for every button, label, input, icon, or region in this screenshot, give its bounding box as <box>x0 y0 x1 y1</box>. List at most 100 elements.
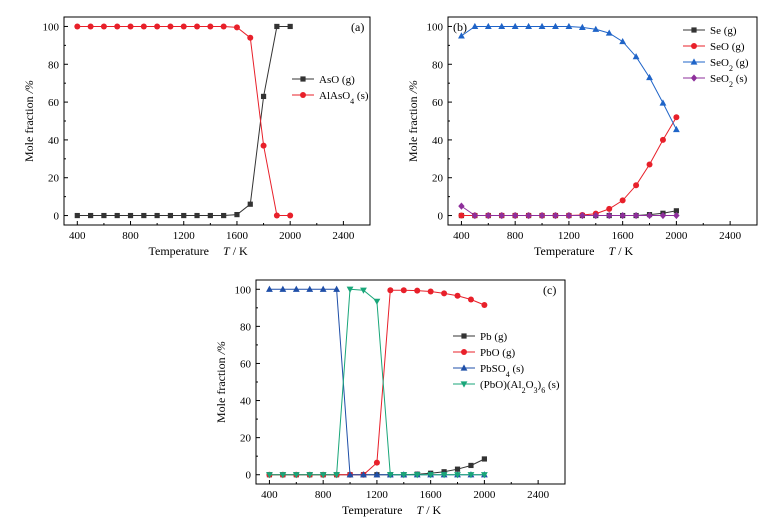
data-point <box>319 472 327 479</box>
data-point <box>458 32 465 39</box>
data-point <box>387 287 394 294</box>
legend-marker <box>460 381 468 388</box>
y-tick-label: 0 <box>438 211 444 223</box>
data-point <box>471 211 479 220</box>
data-point <box>88 212 94 219</box>
data-point <box>632 211 640 220</box>
legend-marker <box>460 364 468 371</box>
data-point <box>454 472 461 479</box>
y-tick-label: 60 <box>48 97 60 109</box>
data-point <box>260 93 267 100</box>
data-point <box>306 285 314 292</box>
data-point <box>646 211 653 220</box>
x-tick-label: 2400 <box>719 230 742 242</box>
x-tick-label: 2400 <box>527 489 550 501</box>
data-point <box>480 472 488 479</box>
chart-panel-1: 400 800 1200 1600 2000 2400 0 20 40 60 80 100 Temper… <box>22 16 371 258</box>
panel-label: (a) <box>351 20 364 34</box>
data-point <box>673 208 679 214</box>
x-tick-label: 1600 <box>226 230 249 242</box>
series-2 <box>458 114 680 219</box>
data-point <box>633 182 640 189</box>
x-tick-label: 2400 <box>332 230 355 242</box>
data-point <box>87 23 94 30</box>
x-axis-label: Temperature <box>342 503 402 517</box>
x-axis-label: Temperature <box>149 244 209 258</box>
data-point <box>194 212 200 219</box>
data-point <box>467 472 475 479</box>
data-point <box>273 212 280 219</box>
series-3 <box>266 285 488 478</box>
y-tick-label: 0 <box>246 470 252 482</box>
data-point <box>346 471 354 478</box>
y-tick-label: 0 <box>54 211 60 223</box>
data-point <box>167 23 174 30</box>
series-4 <box>266 286 488 479</box>
data-point <box>373 459 380 466</box>
data-point <box>673 114 680 121</box>
legend-entry: PbO (g) <box>453 347 515 359</box>
data-point <box>373 471 381 478</box>
chart-panel-2: 400 800 1200 1600 2000 2400 0 20 40 60 80 100 Temper… <box>406 16 758 258</box>
legend-marker <box>461 349 467 355</box>
legend-marker <box>300 92 306 98</box>
legend-label: Se (g) <box>710 25 737 37</box>
y-tick-label: 100 <box>43 21 60 33</box>
y-tick-label: 80 <box>240 321 252 333</box>
data-point <box>458 212 465 219</box>
data-point <box>167 212 174 219</box>
x-tick-label: 2000 <box>473 489 496 501</box>
legend-entry: SeO2 (s) <box>683 73 748 89</box>
legend-label: Pb (g) <box>480 331 508 343</box>
x-tick-label: 1600 <box>420 489 443 501</box>
data-point <box>221 212 227 219</box>
data-point <box>458 202 465 210</box>
legend-entry: (PbO)(Al2O3)6 (s) <box>453 379 560 395</box>
data-point <box>207 212 213 219</box>
data-point <box>552 211 559 220</box>
series-line <box>269 288 485 476</box>
y-tick-label: 40 <box>432 135 444 147</box>
x-tick-label: 800 <box>122 230 139 242</box>
data-point <box>247 34 254 41</box>
data-point <box>279 285 287 292</box>
x-tick-label: 1600 <box>612 230 635 242</box>
x-tick-label: 1200 <box>558 230 581 242</box>
legend-marker <box>690 58 698 65</box>
data-point <box>140 23 147 30</box>
x-tick-label: 1200 <box>366 489 389 501</box>
data-point <box>481 456 487 462</box>
data-point <box>180 23 187 30</box>
data-point <box>619 37 627 45</box>
x-axis-unit: T / K <box>417 503 442 517</box>
legend-entry: AsO (g) <box>292 74 355 86</box>
data-point <box>234 212 240 218</box>
data-point <box>100 23 107 30</box>
data-point <box>287 212 294 219</box>
legend-entry: Se (g) <box>683 25 737 37</box>
data-point <box>485 211 492 220</box>
y-tick-label: 20 <box>48 173 60 185</box>
data-point <box>287 23 293 30</box>
data-point <box>279 472 287 479</box>
data-point <box>114 23 121 30</box>
x-tick-label: 800 <box>315 489 332 501</box>
data-point <box>468 462 474 469</box>
data-point <box>127 212 134 219</box>
legend-entry: PbSO4 (s) <box>453 363 524 379</box>
data-point <box>266 285 273 292</box>
data-point <box>233 24 240 31</box>
series-line <box>461 26 677 130</box>
data-point <box>619 211 626 220</box>
y-tick-label: 80 <box>432 59 444 71</box>
y-tick-label: 80 <box>48 59 60 71</box>
legend-marker <box>691 27 697 33</box>
data-point <box>414 287 421 294</box>
x-tick-label: 2000 <box>665 230 688 242</box>
x-axis-unit: T / K <box>609 244 634 258</box>
data-point <box>525 211 532 220</box>
series-2 <box>74 23 294 219</box>
x-tick-label: 800 <box>507 230 524 242</box>
data-point <box>606 205 613 212</box>
data-point <box>659 136 666 143</box>
